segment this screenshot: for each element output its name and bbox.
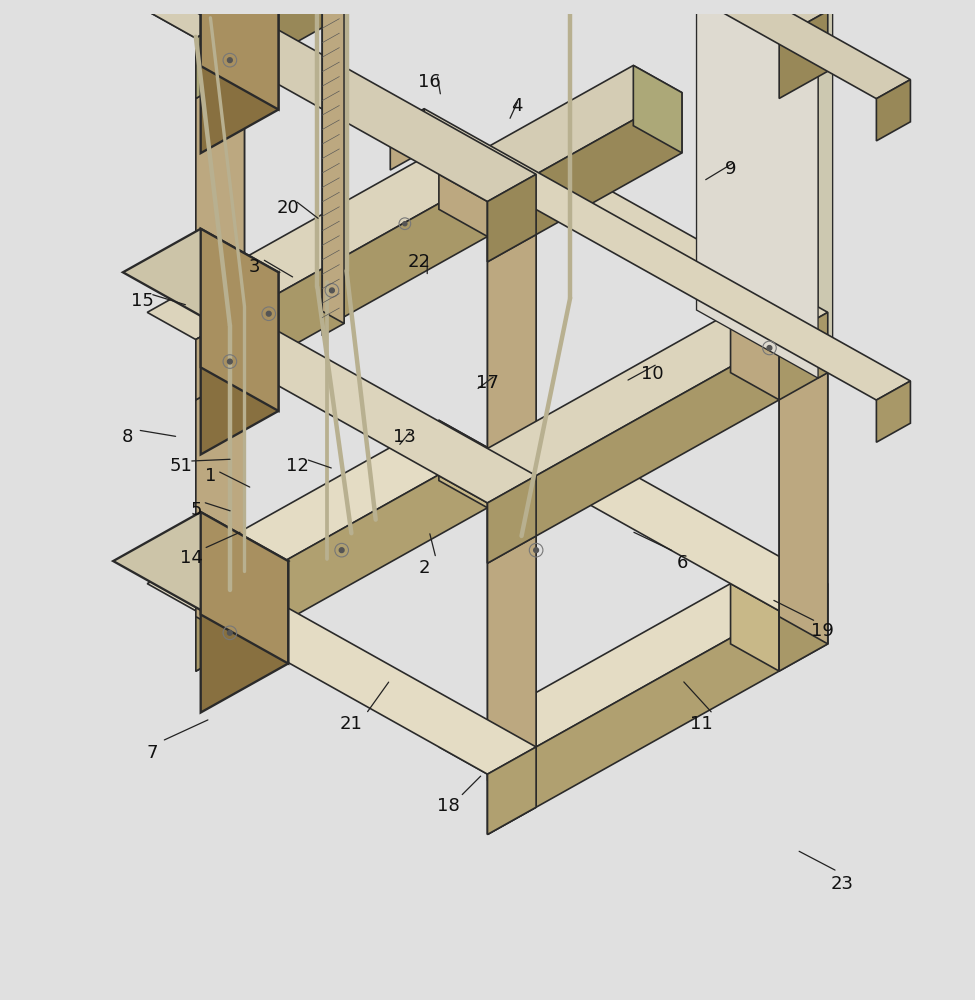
Polygon shape bbox=[196, 176, 488, 400]
Polygon shape bbox=[730, 312, 779, 400]
Polygon shape bbox=[488, 0, 828, 38]
Text: 7: 7 bbox=[146, 744, 158, 762]
Polygon shape bbox=[201, 0, 279, 110]
Text: 18: 18 bbox=[437, 797, 460, 815]
Text: 2: 2 bbox=[418, 559, 430, 577]
Polygon shape bbox=[877, 381, 911, 442]
Text: 3: 3 bbox=[249, 258, 260, 276]
Circle shape bbox=[533, 548, 538, 553]
Polygon shape bbox=[488, 420, 536, 508]
Polygon shape bbox=[196, 312, 245, 400]
Circle shape bbox=[227, 630, 232, 635]
Polygon shape bbox=[779, 11, 828, 98]
Polygon shape bbox=[634, 65, 682, 153]
Text: 4: 4 bbox=[511, 97, 523, 115]
Polygon shape bbox=[196, 447, 488, 671]
Polygon shape bbox=[730, 584, 779, 671]
Polygon shape bbox=[730, 0, 828, 38]
Polygon shape bbox=[779, 584, 828, 671]
Circle shape bbox=[266, 311, 271, 316]
Polygon shape bbox=[439, 65, 682, 202]
Polygon shape bbox=[196, 11, 245, 98]
Polygon shape bbox=[439, 149, 488, 237]
Text: 23: 23 bbox=[831, 875, 854, 893]
Polygon shape bbox=[147, 0, 245, 38]
Polygon shape bbox=[779, 312, 828, 400]
Polygon shape bbox=[488, 174, 536, 834]
Text: 21: 21 bbox=[340, 715, 363, 733]
Polygon shape bbox=[779, 0, 828, 644]
Polygon shape bbox=[196, 584, 245, 671]
Text: 14: 14 bbox=[179, 549, 203, 567]
Polygon shape bbox=[439, 147, 536, 202]
Polygon shape bbox=[439, 420, 488, 508]
Text: 51: 51 bbox=[170, 457, 193, 475]
Polygon shape bbox=[488, 174, 536, 262]
Polygon shape bbox=[488, 340, 779, 563]
Polygon shape bbox=[201, 561, 289, 713]
Circle shape bbox=[403, 222, 407, 226]
Polygon shape bbox=[147, 149, 488, 340]
Polygon shape bbox=[196, 312, 536, 503]
Polygon shape bbox=[390, 109, 911, 400]
Polygon shape bbox=[488, 149, 536, 237]
Polygon shape bbox=[488, 93, 682, 262]
Polygon shape bbox=[147, 0, 390, 38]
Text: 19: 19 bbox=[811, 622, 835, 640]
Text: 5: 5 bbox=[190, 501, 202, 519]
Circle shape bbox=[227, 58, 232, 63]
Polygon shape bbox=[488, 147, 536, 807]
Circle shape bbox=[330, 288, 334, 293]
Text: 12: 12 bbox=[287, 457, 309, 475]
Polygon shape bbox=[196, 0, 390, 98]
Polygon shape bbox=[488, 747, 536, 834]
Polygon shape bbox=[488, 611, 779, 834]
Polygon shape bbox=[201, 0, 279, 153]
Text: 6: 6 bbox=[677, 554, 687, 572]
Text: 22: 22 bbox=[408, 253, 431, 271]
Polygon shape bbox=[488, 149, 828, 340]
Polygon shape bbox=[123, 0, 279, 14]
Polygon shape bbox=[196, 11, 245, 671]
Circle shape bbox=[227, 359, 232, 364]
Polygon shape bbox=[439, 312, 779, 503]
Text: 16: 16 bbox=[418, 73, 441, 91]
Circle shape bbox=[339, 548, 344, 553]
Circle shape bbox=[767, 346, 772, 350]
Text: 15: 15 bbox=[131, 292, 154, 310]
Text: 17: 17 bbox=[476, 374, 499, 392]
Text: 8: 8 bbox=[122, 428, 134, 446]
Polygon shape bbox=[113, 512, 289, 610]
Polygon shape bbox=[196, 584, 536, 774]
Polygon shape bbox=[322, 0, 344, 323]
Polygon shape bbox=[696, 0, 818, 378]
Polygon shape bbox=[201, 272, 279, 454]
Polygon shape bbox=[147, 420, 488, 611]
Polygon shape bbox=[439, 584, 779, 774]
Polygon shape bbox=[488, 420, 828, 611]
Polygon shape bbox=[196, 11, 536, 202]
Polygon shape bbox=[123, 229, 279, 316]
Text: 9: 9 bbox=[724, 160, 736, 178]
Text: 1: 1 bbox=[205, 467, 216, 485]
Text: 20: 20 bbox=[277, 199, 299, 217]
Polygon shape bbox=[201, 512, 289, 664]
Polygon shape bbox=[390, 109, 424, 170]
Polygon shape bbox=[779, 11, 828, 671]
Polygon shape bbox=[818, 0, 833, 378]
Polygon shape bbox=[196, 0, 245, 644]
Text: 11: 11 bbox=[690, 715, 713, 733]
Polygon shape bbox=[390, 0, 911, 99]
Text: 10: 10 bbox=[642, 365, 664, 383]
Polygon shape bbox=[877, 80, 911, 141]
Text: 13: 13 bbox=[394, 428, 416, 446]
Polygon shape bbox=[488, 476, 536, 563]
Polygon shape bbox=[322, 0, 344, 336]
Polygon shape bbox=[201, 229, 279, 411]
